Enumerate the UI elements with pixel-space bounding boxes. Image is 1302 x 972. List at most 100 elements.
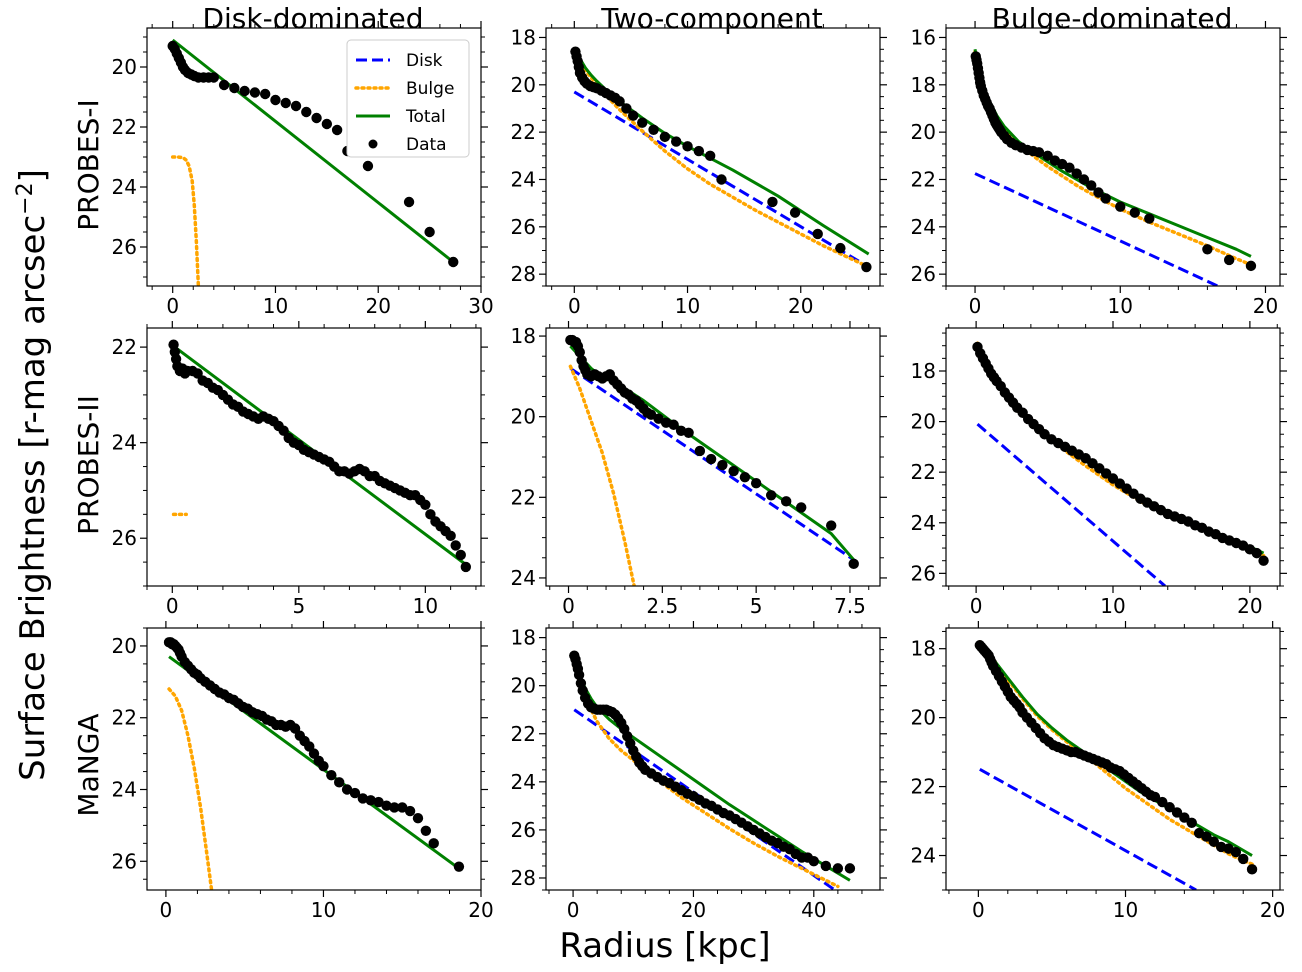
panel-probes-i-bulge-dominated-data-points [970,51,1257,272]
x-tick-label: 10 [675,294,700,318]
data-point [780,496,792,507]
y-tick-label: 22 [112,706,137,730]
data-point [795,502,807,513]
total-curve [572,656,851,882]
x-tick-label: 20 [1253,294,1278,318]
y-tick-label: 18 [511,324,536,348]
data-point [404,805,416,817]
data-point [445,530,456,542]
x-tick-label: 10 [1100,594,1125,618]
data-point [326,769,337,781]
data-point [403,196,415,208]
panel-manga-disk-dominated: 0 10 20 20 22 24 26 [112,621,494,922]
panel-manga-two-component: 0 20 40 18 20 22 24 26 28 [511,621,887,922]
panel-probes-i-bulge-dominated-plot-area [970,49,1257,286]
x-tick-label: 5 [750,594,763,618]
data-point [1093,187,1104,198]
x-tick-label: 10 [263,294,288,318]
data-point [1100,193,1111,204]
x-tick-label: 10 [311,898,336,922]
data-point [381,800,392,811]
data-point [1251,547,1262,559]
panel-manga-bulge-dominated-frame [945,627,1281,891]
data-point [1223,254,1235,266]
panel-probes-i-two-component-frame [545,27,881,287]
x-tick-label: 20 [788,294,813,318]
y-tick-label: 26 [511,818,536,842]
panel-probes-ii-bulge-dominated: 0 10 20 18 20 22 24 26 [911,321,1287,618]
panel-manga-disk-dominated-frame [146,627,482,891]
column-title-bulge: Bulge-dominated [992,2,1233,35]
x-tick-label: 0 [562,594,575,618]
y-tick-label: 22 [911,167,936,191]
column-title-disk: Disk-dominated [202,2,423,35]
panel-probes-ii-disk-dominated-frame [146,327,482,587]
legend-total-label: Total [405,107,446,127]
y-tick-label: 26 [112,526,137,550]
data-point [739,471,751,483]
y-tick-label: 28 [511,262,536,286]
bulge-curve [978,640,1254,866]
data-point [820,860,832,872]
data-point [614,96,625,107]
panel-manga-two-component-frame [545,627,881,891]
panel-probes-ii-two-component-plot-area [565,334,859,586]
x-tick-label: 0 [166,294,179,318]
panel-probes-ii-bulge-dominated-plot-area [972,341,1269,586]
panel-probes-i-two-component: 0 10 20 18 20 22 24 26 28 [511,21,887,318]
y-tick-label: 24 [511,566,536,590]
panel-manga-bulge-dominated: 0 10 20 18 20 22 24 [911,621,1287,922]
y-tick-label: 26 [911,561,936,585]
data-point [270,94,281,106]
data-point [835,242,846,254]
y-axis-label: Surface Brightness [r-mag arcsec−2] [13,169,53,781]
total-curve [573,50,870,256]
x-tick-label: 7.5 [834,594,866,618]
data-point [1179,812,1190,823]
bulge-curve [170,155,201,286]
disk-curve [573,90,870,269]
data-point [1157,796,1168,808]
panel-manga-two-component-data-points [569,650,856,874]
y-tick-label: 24 [112,778,137,802]
panel-manga-disk-dominated-plot-area [163,637,465,890]
panel-probes-ii-disk-dominated: 0 5 10 22 24 26 [112,321,488,618]
data-point [808,855,819,867]
y-tick-label: 20 [511,674,536,698]
disk-curve [974,172,1219,286]
data-point [574,346,585,358]
panel-manga-bulge-dominated-data-points [974,640,1258,875]
panel-probes-ii-disk-dominated-data-points [168,339,472,573]
total-curve [973,49,1252,258]
column-title-two-component: Two-component [600,2,823,35]
bulge-curve [167,687,214,890]
data-point [420,499,431,510]
data-point [767,196,778,208]
data-point [453,861,465,872]
x-tick-label: 20 [468,898,493,922]
y-tick-label: 20 [911,120,936,144]
data-point [1144,213,1155,224]
data-point [683,427,694,439]
row-label-manga: MaNGA [72,713,105,816]
y-tick-label: 18 [511,626,536,650]
x-tick-label: 40 [801,898,826,922]
y-tick-label: 22 [911,775,936,799]
data-point [373,796,384,808]
y-tick-label: 18 [911,637,936,661]
data-point [812,228,823,240]
panel-probes-i-disk-dominated: 0 10 20 30 20 22 24 26 [112,21,494,318]
x-tick-label: 10 [1113,898,1138,922]
legend-bulge-label: Bulge [406,79,454,99]
panels: 0 10 20 30 20 22 24 26 0 10 20 18 20 22 24 26 28 0 10 20 16 1… [112,21,1287,922]
bulge-curve [973,49,1253,267]
data-point [341,784,353,795]
data-point [716,174,727,185]
y-tick-label: 18 [911,73,936,97]
data-point [1208,836,1219,847]
data-point [448,256,459,268]
disk-curve [976,422,1167,586]
data-point [249,87,261,98]
panel-probes-i-bulge-dominated: 0 10 20 16 18 20 22 24 26 [911,21,1287,318]
x-tick-label: 0 [970,594,983,618]
